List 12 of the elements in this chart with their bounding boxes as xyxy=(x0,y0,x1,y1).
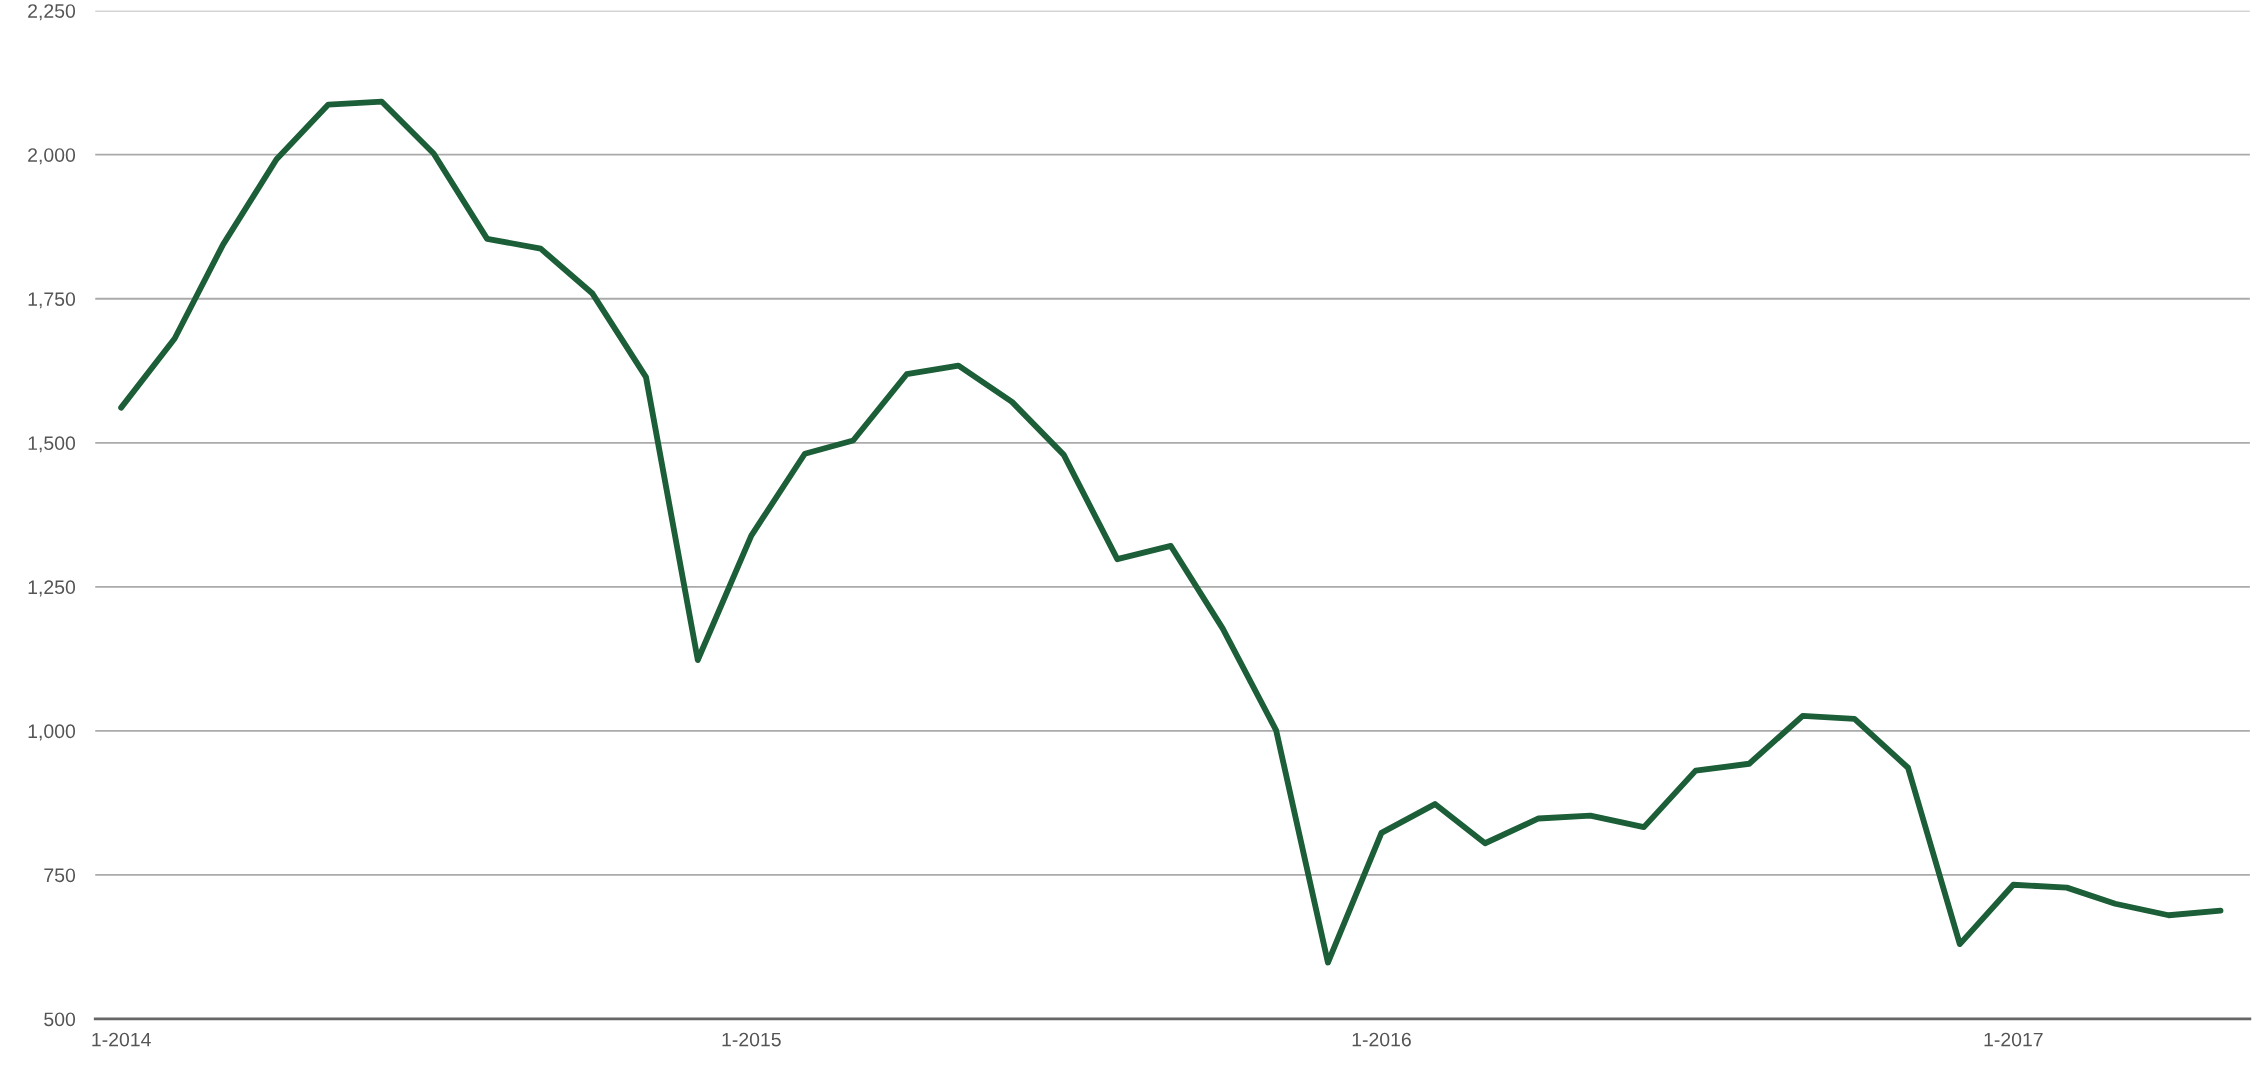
y-tick-label: 1,500 xyxy=(28,436,76,453)
y-tick-label: 750 xyxy=(44,868,76,883)
y-tick-label: 500 xyxy=(44,1012,76,1027)
x-tick-label: 1-2017 xyxy=(1984,1032,2043,1047)
x-tick-label: 1-2014 xyxy=(92,1032,151,1047)
y-tick-label: 1,250 xyxy=(28,580,76,597)
y-tick-label: 2,250 xyxy=(28,4,76,21)
x-tick-label: 1-2015 xyxy=(722,1032,781,1047)
y-tick-label: 2,000 xyxy=(28,148,76,165)
x-tick-label: 1-2016 xyxy=(1352,1032,1411,1047)
y-tick-label: 1,000 xyxy=(28,724,76,741)
y-tick-label: 1,750 xyxy=(28,292,76,309)
